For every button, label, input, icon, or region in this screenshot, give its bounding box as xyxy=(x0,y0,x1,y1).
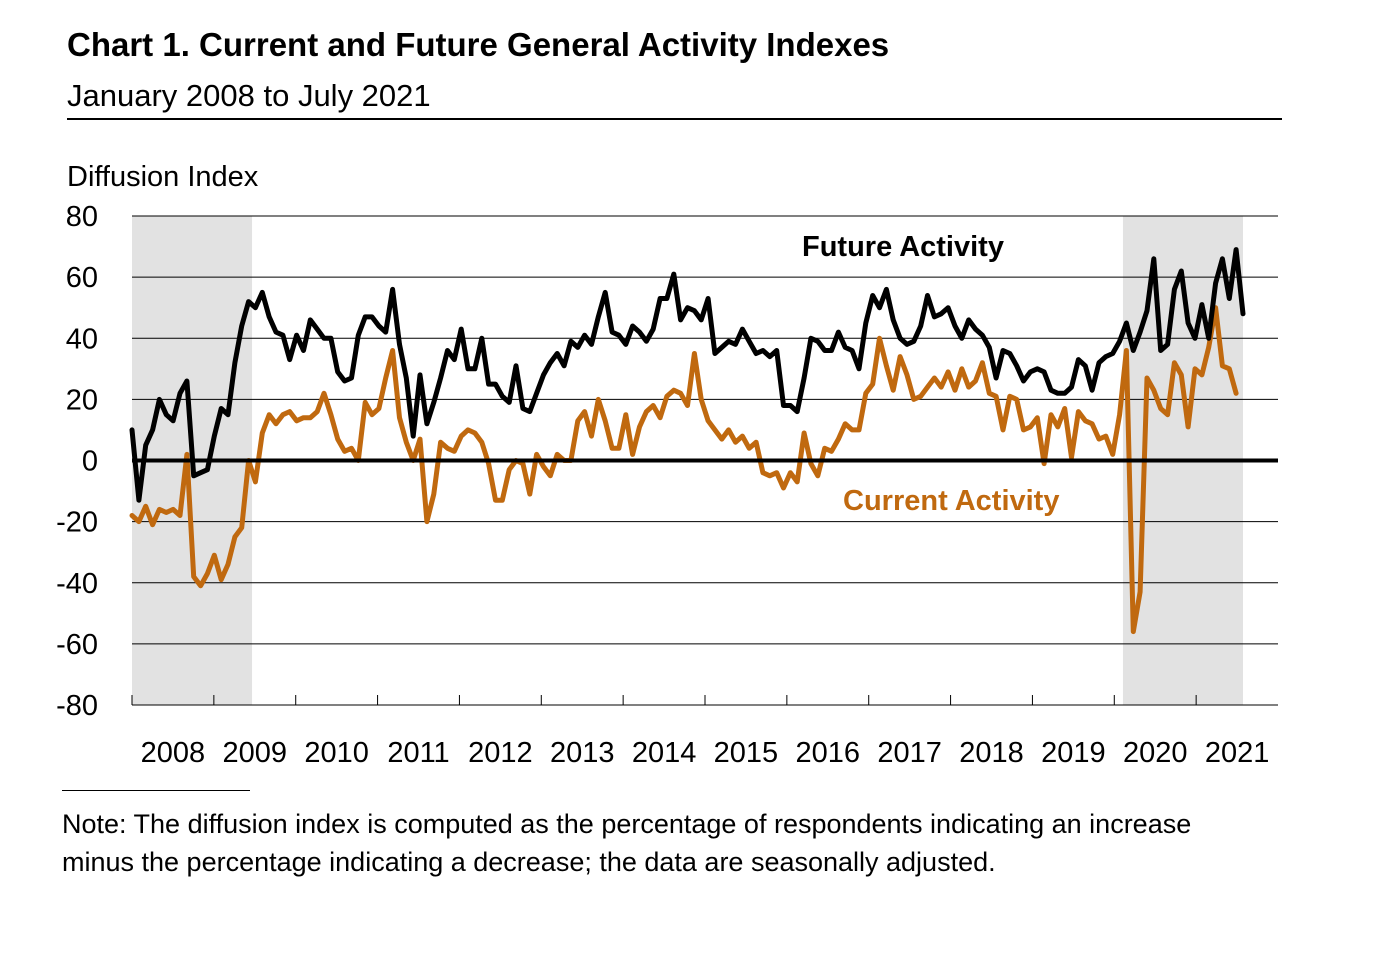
y-tick-label: -60 xyxy=(56,629,98,661)
chart-subtitle: January 2008 to July 2021 xyxy=(67,78,431,113)
y-tick-label: 20 xyxy=(66,384,98,416)
x-tick-label: 2008 xyxy=(141,737,206,769)
y-tick-label: 60 xyxy=(66,262,98,294)
y-tick-label: 80 xyxy=(66,201,98,233)
x-tick-label: 2018 xyxy=(959,737,1024,769)
x-tick-label: 2013 xyxy=(550,737,615,769)
title-divider xyxy=(67,118,1282,120)
x-tick-label: 2009 xyxy=(223,737,288,769)
x-tick-label: 2010 xyxy=(304,737,369,769)
x-tick-label: 2017 xyxy=(877,737,942,769)
x-tick-label: 2021 xyxy=(1205,737,1270,769)
x-tick-label: 2015 xyxy=(714,737,779,769)
y-axis-label: Diffusion Index xyxy=(67,161,259,193)
x-tick-label: 2019 xyxy=(1041,737,1106,769)
current-activity-line xyxy=(129,305,1239,635)
series-lines xyxy=(129,247,1278,635)
y-tick-label: -20 xyxy=(56,507,98,539)
y-tick-label: -80 xyxy=(56,690,98,722)
chart-title: Chart 1. Current and Future General Acti… xyxy=(67,26,890,63)
y-tick-label: 0 xyxy=(82,446,98,478)
x-tick-label: 2011 xyxy=(387,737,449,769)
y-axis-ticks: 80 60 40 20 0 -20 -40 -60 -80 xyxy=(56,201,98,722)
x-tick-label: 2016 xyxy=(796,737,861,769)
chart-note: Note: The diffusion index is computed as… xyxy=(62,809,1192,877)
future-activity-line xyxy=(129,247,1246,503)
x-tick-label: 2012 xyxy=(468,737,533,769)
current-activity-label: Current Activity xyxy=(843,485,1059,517)
note-divider xyxy=(62,790,250,791)
x-tick-label: 2020 xyxy=(1123,737,1188,769)
y-tick-label: 40 xyxy=(66,323,98,355)
y-tick-label: -40 xyxy=(56,568,98,600)
future-activity-label: Future Activity xyxy=(802,231,1004,263)
x-axis-ticks: 2008 2009 2010 2011 2012 2013 2014 2015 2016 2017… xyxy=(131,695,1278,769)
x-tick-label: 2014 xyxy=(632,737,697,769)
